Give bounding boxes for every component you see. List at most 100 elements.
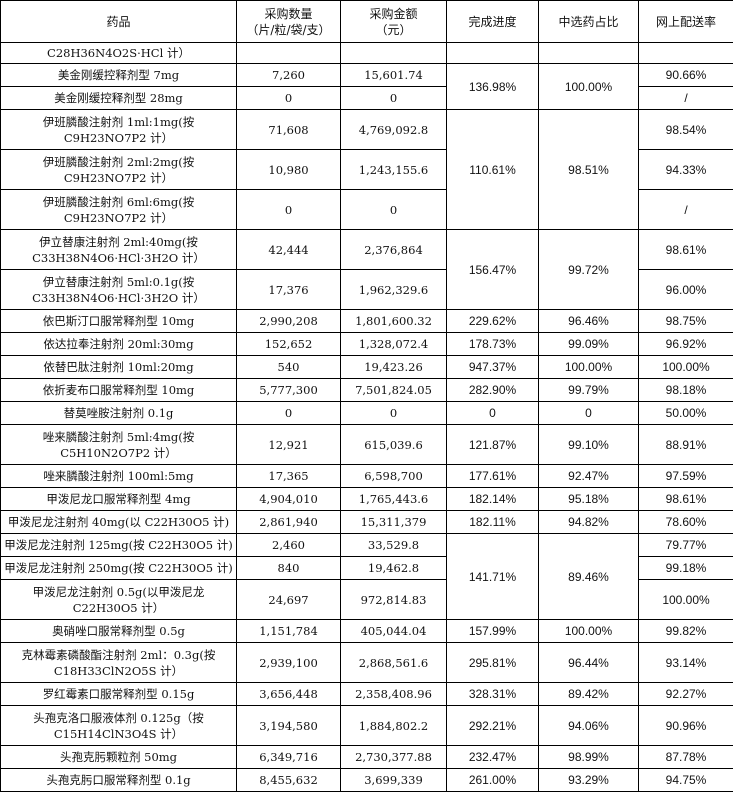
progress-cell: 156.47%: [447, 230, 539, 310]
drug-name: 头孢克肟口服常释剂型 0.1g: [1, 769, 237, 792]
share-cell: 100.00%: [539, 64, 639, 110]
table-row: 克林霉素磷酸酯注射剂 2ml：0.3g(按 C18H33ClN2O5S 计） 2,…: [1, 643, 733, 683]
drug-name: 克林霉素磷酸酯注射剂 2ml：0.3g(按 C18H33ClN2O5S 计）: [1, 643, 237, 683]
progress-cell: 292.21%: [447, 706, 539, 746]
drug-name-line: C9H23NO7P2 计）: [64, 211, 173, 225]
amount-cell: 0: [341, 402, 447, 425]
share-cell: 89.42%: [539, 683, 639, 706]
amount-cell: 2,730,377.88: [341, 746, 447, 769]
share-cell: 100.00%: [539, 620, 639, 643]
delivery-cell: 96.00%: [639, 270, 733, 310]
amount-cell: 2,376,864: [341, 230, 447, 270]
progress-cell: 178.73%: [447, 333, 539, 356]
delivery-cell: 94.75%: [639, 769, 733, 792]
quantity-cell: 24,697: [237, 580, 341, 620]
quantity-cell: 0: [237, 87, 341, 110]
share-cell: 96.44%: [539, 643, 639, 683]
header-progress: 完成进度: [447, 1, 539, 43]
drug-name-line: C18H33ClN2O5S 计）: [54, 664, 183, 678]
drug-name: 依折麦布口服常释剂型 10mg: [1, 379, 237, 402]
progress-cell: 177.61%: [447, 465, 539, 488]
quantity-cell: 2,460: [237, 534, 341, 557]
drug-name-line: 克林霉素磷酸酯注射剂 2ml：0.3g(按: [22, 648, 216, 662]
drug-name-line: C15H14ClN3O4S 计）: [54, 727, 183, 741]
share-cell: 94.82%: [539, 511, 639, 534]
progress-cell: 182.14%: [447, 488, 539, 511]
header-quantity-l2: （片/粒/袋/支）: [246, 23, 330, 37]
quantity-cell: 2,939,100: [237, 643, 341, 683]
delivery-cell: 87.78%: [639, 746, 733, 769]
progress-cell: 947.37%: [447, 356, 539, 379]
delivery-cell: 96.92%: [639, 333, 733, 356]
amount-cell: 4,769,092.8: [341, 110, 447, 150]
quantity-cell: 10,980: [237, 150, 341, 190]
delivery-cell: 100.00%: [639, 580, 733, 620]
amount-cell: 19,423.26: [341, 356, 447, 379]
amount-cell: 615,039.6: [341, 425, 447, 465]
quantity-cell: 3,656,448: [237, 683, 341, 706]
delivery-cell: /: [639, 87, 733, 110]
amount-cell: 3,699,339: [341, 769, 447, 792]
drug-name: 美金刚缓控释剂型 7mg: [1, 64, 237, 87]
delivery-cell: 90.96%: [639, 706, 733, 746]
delivery-cell: 99.18%: [639, 557, 733, 580]
header-drug: 药品: [1, 1, 237, 43]
drug-name-line: C9H23NO7P2 计）: [64, 131, 173, 145]
table-row: 替莫唑胺注射剂 0.1g 0 0 0 0 50.00%: [1, 402, 733, 425]
amount-cell: 1,765,443.6: [341, 488, 447, 511]
progress-cell: 328.31%: [447, 683, 539, 706]
quantity-cell: 540: [237, 356, 341, 379]
drug-name: 罗红霉素口服常释剂型 0.15g: [1, 683, 237, 706]
quantity-cell: 6,349,716: [237, 746, 341, 769]
quantity-cell: 12,921: [237, 425, 341, 465]
progress-cell: 232.47%: [447, 746, 539, 769]
delivery-cell: 93.14%: [639, 643, 733, 683]
drug-name-line: 头孢克洛口服液体剂 0.125g（按: [33, 711, 203, 725]
delivery-cell: /: [639, 190, 733, 230]
amount-cell: 6,598,700: [341, 465, 447, 488]
progress-cell: 282.90%: [447, 379, 539, 402]
delivery-cell: 98.54%: [639, 110, 733, 150]
quantity-cell: 2,861,940: [237, 511, 341, 534]
quantity-cell: 3,194,580: [237, 706, 341, 746]
table-row: 罗红霉素口服常释剂型 0.15g 3,656,448 2,358,408.96 …: [1, 683, 733, 706]
amount-cell: 1,884,802.2: [341, 706, 447, 746]
drug-name: 唑来膦酸注射剂 100ml:5mg: [1, 465, 237, 488]
delivery-cell: 97.59%: [639, 465, 733, 488]
amount-cell: 2,358,408.96: [341, 683, 447, 706]
amount-cell: 19,462.8: [341, 557, 447, 580]
quantity-cell: 4,904,010: [237, 488, 341, 511]
delivery-cell: 92.27%: [639, 683, 733, 706]
share-cell: 96.46%: [539, 310, 639, 333]
amount-cell: 1,243,155.6: [341, 150, 447, 190]
header-amount: 采购金额（元）: [341, 1, 447, 43]
amount-cell: 972,814.83: [341, 580, 447, 620]
share-cell: 89.46%: [539, 534, 639, 620]
quantity-cell: 152,652: [237, 333, 341, 356]
quantity-cell: 840: [237, 557, 341, 580]
amount-cell: 0: [341, 87, 447, 110]
amount-cell: 15,311,379: [341, 511, 447, 534]
drug-name-line: 伊立替康注射剂 2ml:40mg(按: [39, 235, 198, 249]
amount-cell: 1,801,600.32: [341, 310, 447, 333]
drug-name: 依巴斯汀口服常释剂型 10mg: [1, 310, 237, 333]
header-delivery: 网上配送率: [639, 1, 733, 43]
progress-cell: 295.81%: [447, 643, 539, 683]
drug-name-line: C22H30O5 计）: [73, 601, 165, 615]
delivery-cell: 94.33%: [639, 150, 733, 190]
delivery-cell: 88.91%: [639, 425, 733, 465]
drug-name-line: 伊班膦酸注射剂 2ml:2mg(按: [43, 155, 195, 169]
table-row: C28H36N4O2S·HCl 计）: [1, 43, 733, 64]
table-row: 甲泼尼龙注射剂 125mg(按 C22H30O5 计) 2,460 33,529…: [1, 534, 733, 557]
quantity-cell: 42,444: [237, 230, 341, 270]
delivery-cell: 78.60%: [639, 511, 733, 534]
drug-name: 甲泼尼龙口服常释剂型 4mg: [1, 488, 237, 511]
